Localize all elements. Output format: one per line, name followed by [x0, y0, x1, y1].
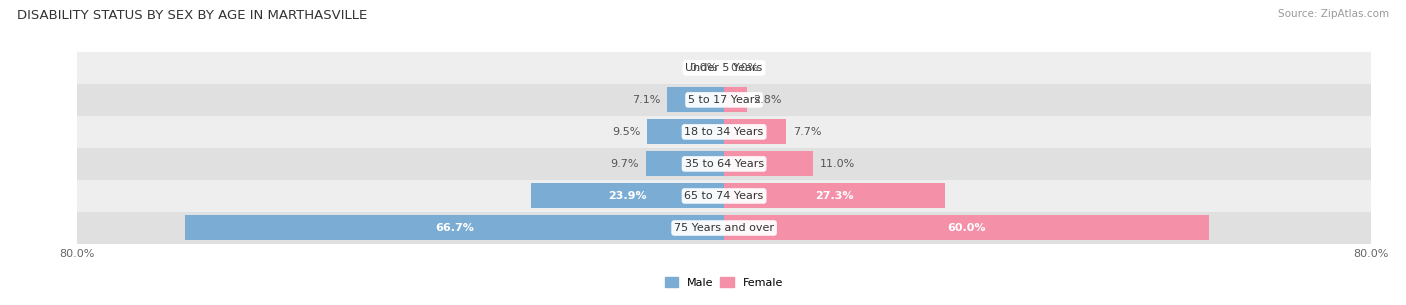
Text: 9.5%: 9.5%: [613, 127, 641, 137]
Text: 7.1%: 7.1%: [631, 95, 661, 105]
Bar: [724, 184, 945, 208]
Bar: [724, 152, 813, 176]
Text: 75 Years and over: 75 Years and over: [673, 223, 775, 233]
Text: 66.7%: 66.7%: [434, 223, 474, 233]
Text: 35 to 64 Years: 35 to 64 Years: [685, 159, 763, 169]
Text: 2.8%: 2.8%: [754, 95, 782, 105]
Bar: [724, 88, 747, 112]
Text: 11.0%: 11.0%: [820, 159, 855, 169]
Text: 7.7%: 7.7%: [793, 127, 821, 137]
Bar: [77, 116, 1371, 148]
Bar: [666, 88, 724, 112]
Bar: [77, 52, 1371, 84]
Text: 5 to 17 Years: 5 to 17 Years: [688, 95, 761, 105]
Bar: [647, 120, 724, 144]
Text: 65 to 74 Years: 65 to 74 Years: [685, 191, 763, 201]
Bar: [724, 216, 1209, 240]
Bar: [724, 120, 786, 144]
Text: 60.0%: 60.0%: [948, 223, 986, 233]
Legend: Male, Female: Male, Female: [661, 273, 787, 292]
Text: 18 to 34 Years: 18 to 34 Years: [685, 127, 763, 137]
Text: 23.9%: 23.9%: [609, 191, 647, 201]
Bar: [645, 152, 724, 176]
Bar: [77, 212, 1371, 244]
Bar: [531, 184, 724, 208]
Bar: [77, 84, 1371, 116]
Text: Under 5 Years: Under 5 Years: [686, 63, 762, 73]
Text: Source: ZipAtlas.com: Source: ZipAtlas.com: [1278, 9, 1389, 19]
Bar: [77, 180, 1371, 212]
Text: 0.0%: 0.0%: [689, 63, 717, 73]
Bar: [77, 148, 1371, 180]
Text: 0.0%: 0.0%: [731, 63, 759, 73]
Text: 9.7%: 9.7%: [610, 159, 640, 169]
Text: 27.3%: 27.3%: [815, 191, 853, 201]
Bar: [184, 216, 724, 240]
Text: DISABILITY STATUS BY SEX BY AGE IN MARTHASVILLE: DISABILITY STATUS BY SEX BY AGE IN MARTH…: [17, 9, 367, 22]
